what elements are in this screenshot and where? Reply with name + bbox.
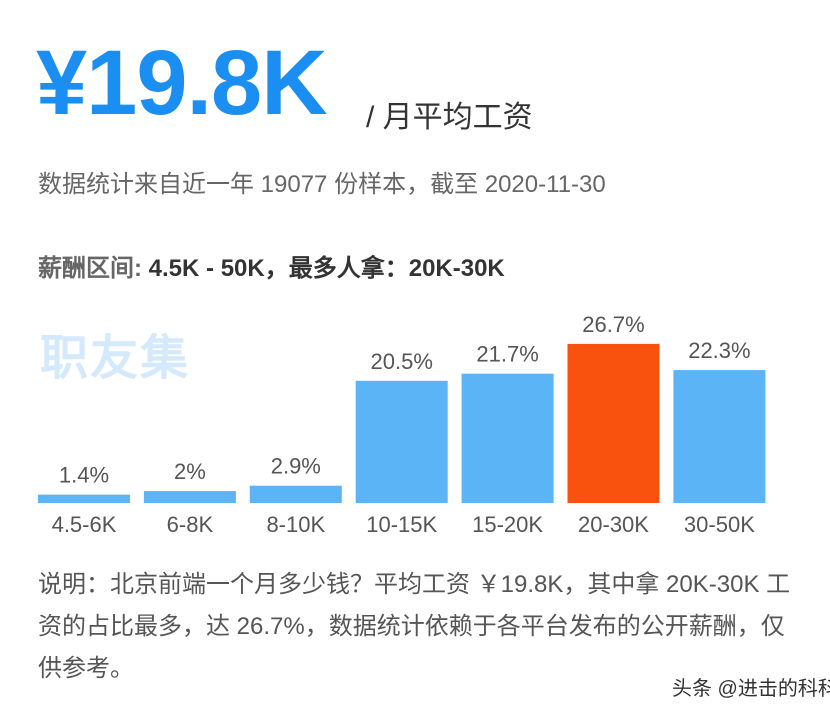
subtitle: 数据统计来自近一年 19077 份样本，截至 2020-11-30 bbox=[38, 171, 606, 198]
value-label: 26.7% bbox=[582, 312, 644, 337]
bar bbox=[38, 494, 130, 503]
x-tick-label: 6-8K bbox=[167, 512, 214, 537]
x-tick-label: 8-10K bbox=[266, 512, 325, 537]
x-tick-label: 15-20K bbox=[472, 512, 543, 537]
range-label: 薪酬区间: bbox=[38, 255, 142, 282]
x-tick-label: 10-15K bbox=[366, 512, 437, 537]
bar bbox=[673, 370, 766, 503]
footer: 头条 @进击的科科 bbox=[672, 678, 830, 700]
range-value: 4.5K - 50K，最多人拿：20K-30K bbox=[142, 255, 505, 282]
value-label: 1.4% bbox=[59, 463, 109, 488]
bar bbox=[249, 485, 342, 503]
average-salary: ¥19.8K bbox=[36, 32, 328, 134]
bar bbox=[461, 373, 554, 503]
value-label: 20.5% bbox=[371, 349, 433, 374]
bar bbox=[567, 343, 660, 503]
x-tick-label: 4.5-6K bbox=[52, 512, 117, 537]
note: 说明：北京前端一个月多少钱？平均工资 ￥19.8K，其中拿 20K-30K 工资… bbox=[38, 571, 791, 682]
bar bbox=[143, 491, 236, 503]
value-label: 2.9% bbox=[271, 454, 321, 479]
value-label: 22.3% bbox=[688, 338, 750, 363]
value-label: 2% bbox=[174, 459, 206, 484]
x-tick-label: 20-30K bbox=[578, 512, 649, 537]
watermark: 职友集 bbox=[40, 332, 191, 385]
salary-unit: / 月平均工资 bbox=[366, 101, 533, 134]
salary-range: 薪酬区间: 4.5K - 50K，最多人拿：20K-30K bbox=[38, 248, 505, 283]
x-tick-label: 30-50K bbox=[684, 512, 755, 537]
value-label: 21.7% bbox=[476, 342, 538, 367]
bar bbox=[355, 380, 448, 503]
